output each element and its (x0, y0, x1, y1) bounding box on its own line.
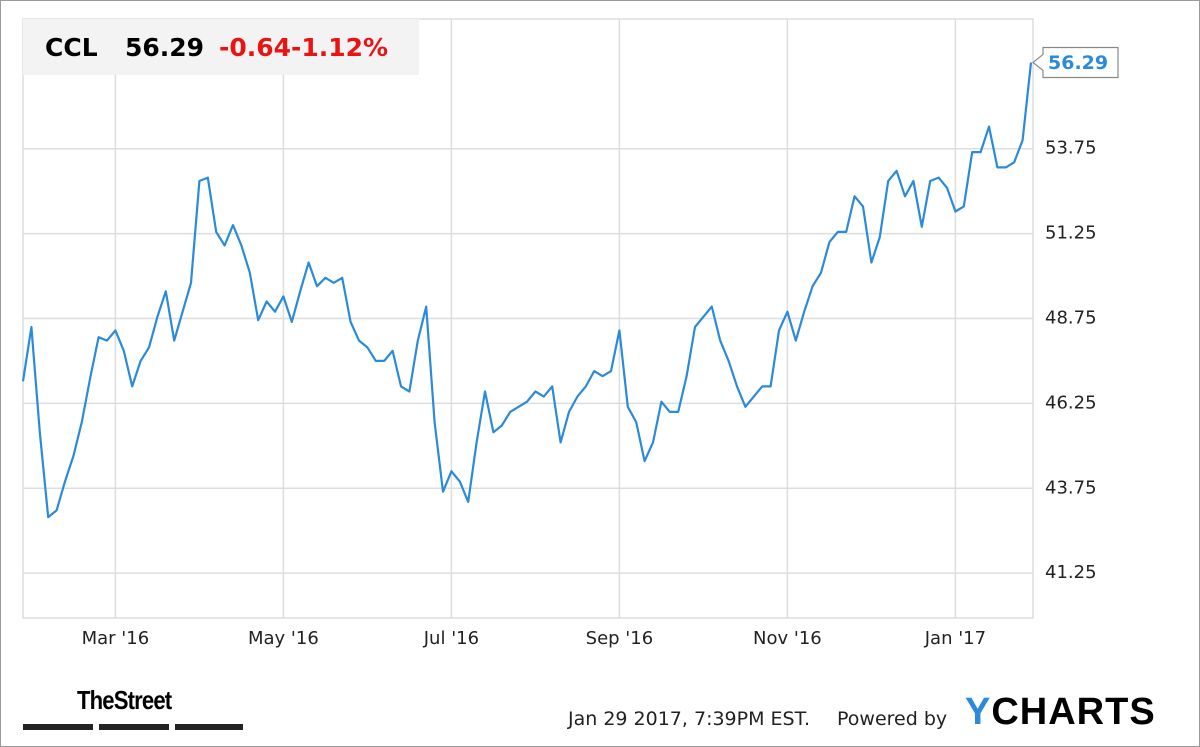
price: 56.29 (125, 33, 204, 62)
x-tick-label: May '16 (248, 628, 319, 649)
x-tick-label: Sep '16 (586, 628, 654, 649)
powered-by: Powered by (837, 708, 948, 730)
x-tick-label: Nov '16 (753, 628, 822, 649)
y-tick-label: 51.25 (1045, 223, 1097, 244)
logo-wrap: YCHARTS (965, 691, 1156, 734)
brand-bar (175, 724, 243, 730)
x-tick-label: Mar '16 (82, 628, 150, 649)
price-line (21, 62, 1033, 519)
change-percent: -1.12% (291, 33, 388, 62)
timestamp: Jan 29 2017, 7:39PM EST. (568, 708, 810, 730)
brand: TheStreet (77, 685, 172, 715)
brand-bar (23, 724, 93, 730)
x-tick-label: Jan '17 (924, 628, 986, 649)
x-tick-label: Jul '16 (423, 628, 479, 649)
y-tick-label: 43.75 (1045, 477, 1097, 498)
value-tag (1032, 46, 1119, 79)
chart: CCL 56.29 -0.64 -1.12% 41.25 43.75 46.25 48… (21, 18, 1119, 649)
y-tick-label: 41.25 (1045, 562, 1097, 583)
header-box (23, 19, 419, 75)
logo: YCHARTS (965, 691, 1156, 733)
change: -0.64 (219, 33, 291, 62)
y-tick-label: 53.75 (1045, 138, 1097, 159)
y-tick-label: 46.25 (1045, 392, 1097, 413)
value-tag-label: 56.29 (1048, 52, 1108, 74)
y-tick-label: 48.75 (1045, 308, 1097, 329)
ticker: CCL (45, 33, 98, 62)
brand-bar (99, 724, 169, 730)
